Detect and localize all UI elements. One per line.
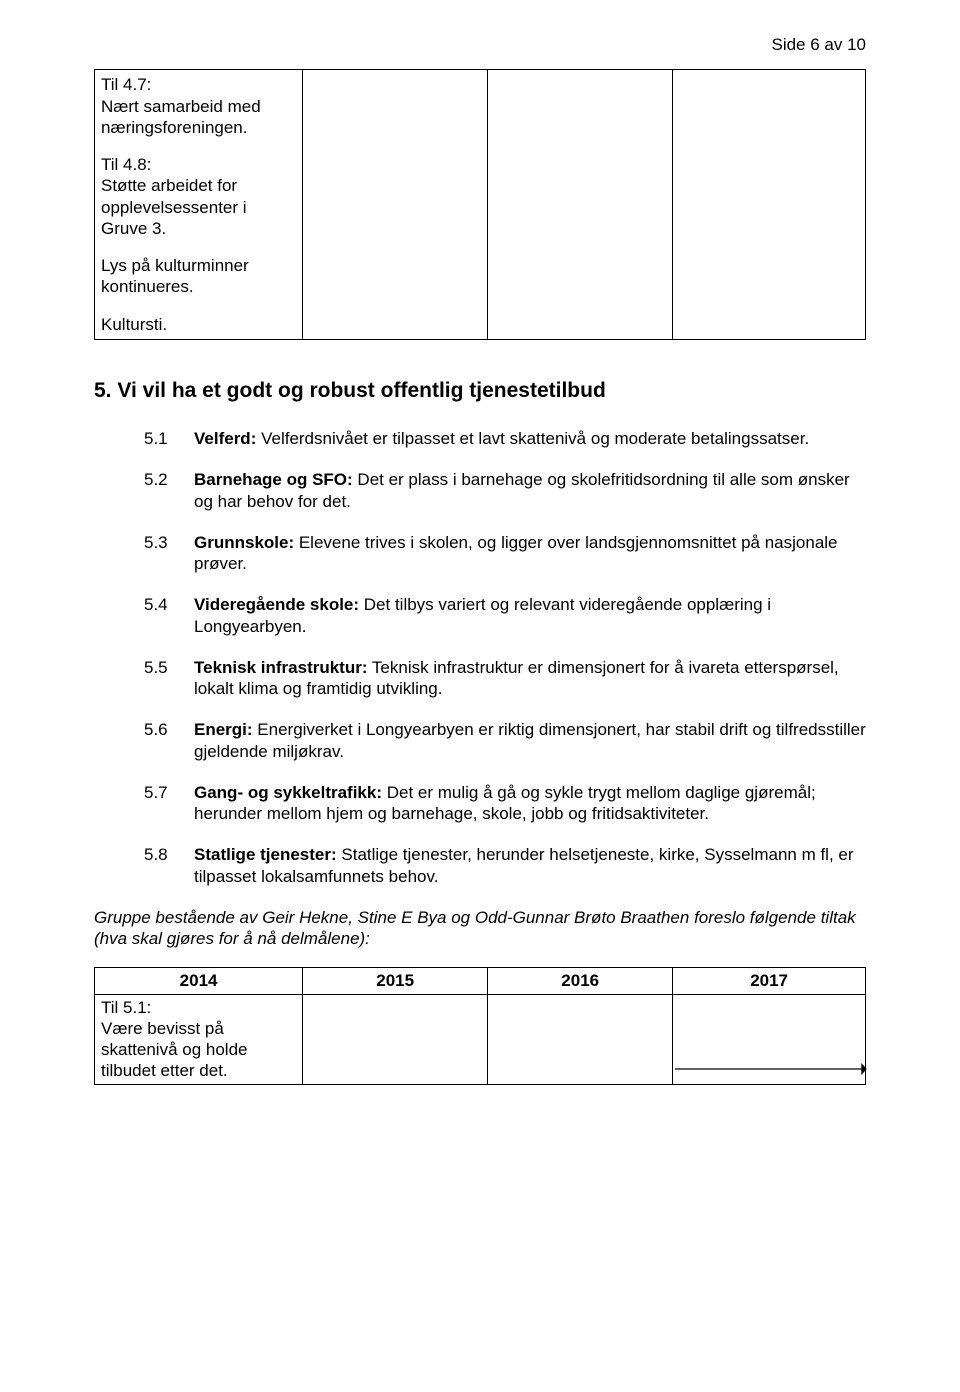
item-body: Barnehage og SFO: Det er plass i barneha… [194,469,866,512]
proposal-paragraph: Gruppe bestående av Geir Hekne, Stine E … [94,907,866,950]
item-body: Videregående skole: Det tilbys variert o… [194,594,866,637]
item-number: 5.1 [144,428,194,449]
cell-paragraph: Til 4.7: Nært samarbeid med næringsforen… [101,74,296,138]
item-label: Videregående skole: [194,595,359,614]
table-cell [303,994,488,1084]
item-body: Velferd: Velferdsnivået er tilpasset et … [194,428,866,449]
item-body: Gang- og sykkeltrafikk: Det er mulig å g… [194,782,866,825]
table-cell: Til 5.1: Være bevisst på skattenivå og h… [95,994,303,1084]
list-item: 5.7 Gang- og sykkeltrafikk: Det er mulig… [144,782,866,825]
table-cell [673,70,866,340]
document-page: Side 6 av 10 Til 4.7: Nært samarbeid med… [0,0,960,1085]
item-label: Energi: [194,720,253,739]
item-body: Teknisk infrastruktur: Teknisk infrastru… [194,657,866,700]
table-cell [673,994,866,1084]
table-row: Til 4.7: Nært samarbeid med næringsforen… [95,70,866,340]
year-header: 2014 [95,968,303,994]
table-cell [303,70,488,340]
item-number: 5.5 [144,657,194,700]
cell-paragraph: Til 5.1: Være bevisst på skattenivå og h… [101,997,296,1082]
table-cell [488,994,673,1084]
numbered-list: 5.1 Velferd: Velferdsnivået er tilpasset… [94,428,866,887]
list-item: 5.8 Statlige tjenester: Statlige tjenest… [144,844,866,887]
item-number: 5.6 [144,719,194,762]
cell-paragraph: Lys på kulturminner kontinueres. [101,255,296,298]
item-number: 5.7 [144,782,194,825]
item-label: Barnehage og SFO: [194,470,353,489]
list-item: 5.2 Barnehage og SFO: Det er plass i bar… [144,469,866,512]
year-header: 2017 [673,968,866,994]
top-table: Til 4.7: Nært samarbeid med næringsforen… [94,69,866,340]
item-label: Velferd: [194,429,256,448]
cell-paragraph: Til 4.8: Støtte arbeidet for opplevelses… [101,154,296,239]
table-row: Til 5.1: Være bevisst på skattenivå og h… [95,994,866,1084]
item-label: Teknisk infrastruktur: [194,658,368,677]
section-heading: 5. Vi vil ha et godt og robust offentlig… [94,378,866,404]
list-item: 5.5 Teknisk infrastruktur: Teknisk infra… [144,657,866,700]
cell-paragraph: Kultursti. [101,314,296,335]
item-label: Statlige tjenester: [194,845,337,864]
item-body: Statlige tjenester: Statlige tjenester, … [194,844,866,887]
table-cell [488,70,673,340]
item-number: 5.2 [144,469,194,512]
item-text: Energiverket i Longyearbyen er riktig di… [194,720,866,760]
item-body: Energi: Energiverket i Longyearbyen er r… [194,719,866,762]
item-number: 5.8 [144,844,194,887]
list-item: 5.4 Videregående skole: Det tilbys varie… [144,594,866,637]
item-label: Gang- og sykkeltrafikk: [194,783,382,802]
page-number: Side 6 av 10 [94,34,866,55]
arrow-right-icon [675,1060,867,1078]
list-item: 5.3 Grunnskole: Elevene trives i skolen,… [144,532,866,575]
years-table: 2014 2015 2016 2017 Til 5.1: Være beviss… [94,967,866,1084]
list-item: 5.6 Energi: Energiverket i Longyearbyen … [144,719,866,762]
item-text: Velferdsnivået er tilpasset et lavt skat… [256,429,809,448]
item-number: 5.3 [144,532,194,575]
year-header: 2016 [488,968,673,994]
item-body: Grunnskole: Elevene trives i skolen, og … [194,532,866,575]
year-header: 2015 [303,968,488,994]
list-item: 5.1 Velferd: Velferdsnivået er tilpasset… [144,428,866,449]
item-number: 5.4 [144,594,194,637]
item-label: Grunnskole: [194,533,294,552]
table-row: 2014 2015 2016 2017 [95,968,866,994]
table-cell: Til 4.7: Nært samarbeid med næringsforen… [95,70,303,340]
